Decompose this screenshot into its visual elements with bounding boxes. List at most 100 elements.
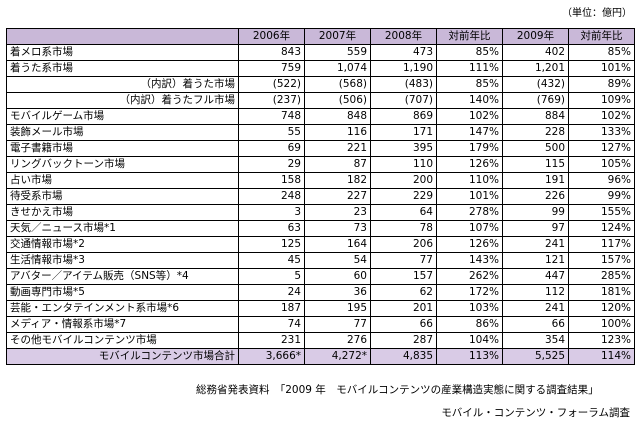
header-cell: 2009年 <box>502 28 569 45</box>
row-label: 芸能・エンタテインメント系市場*6 <box>6 300 239 317</box>
value-cell: 45 <box>238 252 305 269</box>
value-cell: 179% <box>436 140 503 157</box>
table-row: 装飾メール市場 55 116 171 147% 228 133% <box>6 124 635 141</box>
row-label: メディア・情報系市場*7 <box>6 316 239 333</box>
value-cell: 66 <box>502 316 569 333</box>
value-cell: 85% <box>436 76 503 93</box>
value-cell: 181% <box>568 284 635 301</box>
table-row: モバイルゲーム市場 748 848 869 102% 884 102% <box>6 108 635 125</box>
row-label: （内訳）着うた市場 <box>6 76 239 93</box>
value-cell: 447 <box>502 268 569 285</box>
value-cell: 287 <box>370 332 437 349</box>
row-label: 電子書籍市場 <box>6 140 239 157</box>
value-cell: (522) <box>238 76 305 93</box>
value-cell: 126% <box>436 156 503 173</box>
value-cell: 231 <box>238 332 305 349</box>
value-cell: 101% <box>568 60 635 77</box>
table-row: アバター／アイテム販売（SNS等）*4 5 60 157 262% 447 285% <box>6 268 635 285</box>
value-cell: 884 <box>502 108 569 125</box>
value-cell: 201 <box>370 300 437 317</box>
row-label: 動画専門市場*5 <box>6 284 239 301</box>
value-cell: 126% <box>436 236 503 253</box>
value-cell: 354 <box>502 332 569 349</box>
header-cell: 対前年比 <box>568 28 635 45</box>
table-row: 生活情報市場*3 45 54 77 143% 121 157% <box>6 252 635 269</box>
value-cell: 77 <box>304 316 371 333</box>
table-row: メディア・情報系市場*7 74 77 66 86% 66 100% <box>6 316 635 333</box>
value-cell: 110 <box>370 156 437 173</box>
table-row: 着メロ系市場 843 559 473 85% 402 85% <box>6 44 635 61</box>
value-cell: 66 <box>370 316 437 333</box>
value-cell: 848 <box>304 108 371 125</box>
table-row: 着うた系市場 759 1,074 1,190 111% 1,201 101% <box>6 60 635 77</box>
value-cell: 1,190 <box>370 60 437 77</box>
value-cell: 226 <box>502 188 569 205</box>
value-cell: 229 <box>370 188 437 205</box>
value-cell: 227 <box>304 188 371 205</box>
value-cell: 100% <box>568 316 635 333</box>
source-note: 総務省発表資料 「2009 年 モバイルコンテンツの産業構造実態に関する調査結果… <box>196 384 599 396</box>
value-cell: 4,835 <box>370 348 437 365</box>
value-cell: 102% <box>568 108 635 125</box>
value-cell: (769) <box>502 92 569 109</box>
value-cell: 3 <box>238 204 305 221</box>
value-cell: 140% <box>436 92 503 109</box>
row-label: 占い市場 <box>6 172 239 189</box>
table-row: リングバックトーン市場 29 87 110 126% 115 105% <box>6 156 635 173</box>
row-label: 装飾メール市場 <box>6 124 239 141</box>
credit-note: モバイル・コンテンツ・フォーラム調査 <box>441 407 630 419</box>
row-label: アバター／アイテム販売（SNS等）*4 <box>6 268 239 285</box>
value-cell: 107% <box>436 220 503 237</box>
value-cell: 1,074 <box>304 60 371 77</box>
value-cell: 109% <box>568 92 635 109</box>
row-label: 交通情報市場*2 <box>6 236 239 253</box>
value-cell: 112 <box>502 284 569 301</box>
header-cell <box>6 28 239 45</box>
value-cell: 206 <box>370 236 437 253</box>
row-label: 待受系市場 <box>6 188 239 205</box>
value-cell: 221 <box>304 140 371 157</box>
header-cell: 対前年比 <box>436 28 503 45</box>
value-cell: 171 <box>370 124 437 141</box>
value-cell: 402 <box>502 44 569 61</box>
table-row: きせかえ市場 3 23 64 278% 99 155% <box>6 204 635 221</box>
total-row: モバイルコンテンツ市場合計 3,666* 4,272* 4,835 113% 5,525 1… <box>6 348 635 365</box>
value-cell: 104% <box>436 332 503 349</box>
value-cell: 114% <box>568 348 635 365</box>
value-cell: 869 <box>370 108 437 125</box>
value-cell: 759 <box>238 60 305 77</box>
value-cell: 843 <box>238 44 305 61</box>
value-cell: 748 <box>238 108 305 125</box>
value-cell: 23 <box>304 204 371 221</box>
value-cell: 78 <box>370 220 437 237</box>
value-cell: 69 <box>238 140 305 157</box>
value-cell: 113% <box>436 348 503 365</box>
value-cell: 4,272* <box>304 348 371 365</box>
value-cell: 101% <box>436 188 503 205</box>
value-cell: 74 <box>238 316 305 333</box>
value-cell: 133% <box>568 124 635 141</box>
value-cell: 172% <box>436 284 503 301</box>
value-cell: 241 <box>502 236 569 253</box>
value-cell: 278% <box>436 204 503 221</box>
value-cell: 64 <box>370 204 437 221</box>
value-cell: 395 <box>370 140 437 157</box>
row-label: 着メロ系市場 <box>6 44 239 61</box>
row-label: 天気／ニュース市場*1 <box>6 220 239 237</box>
value-cell: 228 <box>502 124 569 141</box>
row-label: モバイルコンテンツ市場合計 <box>6 348 239 365</box>
value-cell: 157 <box>370 268 437 285</box>
row-label: （内訳）着うたフル市場 <box>6 92 239 109</box>
row-label: その他モバイルコンテンツ市場 <box>6 332 239 349</box>
value-cell: 164 <box>304 236 371 253</box>
value-cell: (568) <box>304 76 371 93</box>
value-cell: 63 <box>238 220 305 237</box>
value-cell: 5 <box>238 268 305 285</box>
table-row: その他モバイルコンテンツ市場 231 276 287 104% 354 123% <box>6 332 635 349</box>
value-cell: 1,201 <box>502 60 569 77</box>
value-cell: 99 <box>502 204 569 221</box>
unit-note: （単位：億円） <box>562 8 632 19</box>
table-row: 芸能・エンタテインメント系市場*6 187 195 201 103% 241 120% <box>6 300 635 317</box>
value-cell: 54 <box>304 252 371 269</box>
value-cell: 182 <box>304 172 371 189</box>
